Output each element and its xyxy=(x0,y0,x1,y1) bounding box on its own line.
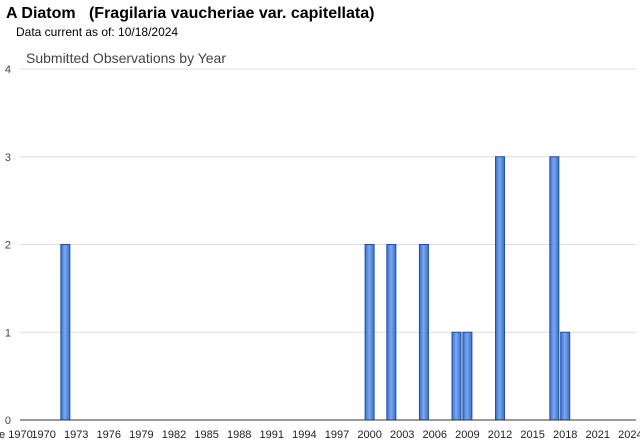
bar-2002[interactable] xyxy=(386,244,397,421)
x-tick-label: 1997 xyxy=(325,429,349,441)
bar-2009[interactable] xyxy=(462,331,473,421)
x-tick-label: 1988 xyxy=(227,429,251,441)
x-tick-label: 1991 xyxy=(260,429,284,441)
x-tick-label: 2015 xyxy=(520,429,544,441)
bar-2008[interactable] xyxy=(451,331,462,421)
x-tick-label: 1985 xyxy=(194,429,218,441)
x-tick-label: 1976 xyxy=(97,429,121,441)
y-tick-label: 4 xyxy=(5,64,11,76)
bar-2000[interactable] xyxy=(364,244,375,421)
bar-2018[interactable] xyxy=(560,331,571,421)
bar-2005[interactable] xyxy=(418,244,429,421)
chart-title: Submitted Observations by Year xyxy=(26,50,227,66)
x-tick-label: pre 1970 xyxy=(0,429,33,441)
x-tick-label: 2006 xyxy=(423,429,447,441)
bar-2017[interactable] xyxy=(549,156,560,421)
x-tick-label: 1970 xyxy=(31,429,55,441)
y-tick-label: 1 xyxy=(5,327,11,339)
x-tick-label: 2018 xyxy=(553,429,577,441)
x-tick-label: 2003 xyxy=(390,429,414,441)
bar-1972[interactable] xyxy=(60,244,71,421)
x-tick-label: 2021 xyxy=(586,429,610,441)
x-tick-label: 1973 xyxy=(64,429,88,441)
species-title: A Diatom (Fragilaria vaucheriae var. cap… xyxy=(6,5,375,22)
y-tick-label: 0 xyxy=(5,415,11,427)
x-tick-label: 1979 xyxy=(129,429,153,441)
y-tick-label: 2 xyxy=(5,240,11,252)
x-tick-label: 1982 xyxy=(162,429,186,441)
y-tick-label: 3 xyxy=(5,152,11,164)
bar-2012[interactable] xyxy=(495,156,505,421)
x-tick-label: 2024 xyxy=(618,429,640,441)
data-current-date: Data current as of: 10/18/2024 xyxy=(16,25,179,39)
x-tick-label: 2009 xyxy=(455,429,479,441)
x-tick-label: 1994 xyxy=(292,429,316,441)
x-tick-label: 2000 xyxy=(357,429,381,441)
x-tick-label: 2012 xyxy=(488,429,512,441)
